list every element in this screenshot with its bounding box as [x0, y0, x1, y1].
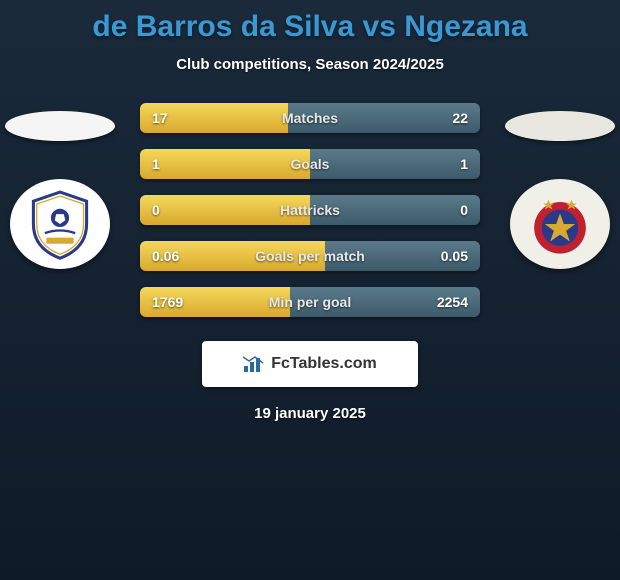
stat-left-value: 0.06 — [152, 248, 179, 264]
stat-right-value: 22 — [452, 110, 468, 126]
player-right-column — [500, 103, 620, 269]
date-label: 19 january 2025 — [0, 405, 620, 422]
comparison-panel: 17 Matches 22 1 Goals 1 0 Hattricks 0 0.06 Goals p… — [0, 103, 620, 317]
stat-right-value: 0 — [460, 202, 468, 218]
stat-left-value: 1769 — [152, 294, 183, 310]
stat-right-value: 1 — [460, 156, 468, 172]
stat-label: Hattricks — [280, 202, 340, 218]
team-left-crest — [10, 179, 110, 269]
stat-right-value: 0.05 — [441, 248, 468, 264]
bar-chart-icon — [243, 355, 265, 373]
subtitle: Club competitions, Season 2024/2025 — [0, 56, 620, 73]
stat-left-value: 0 — [152, 202, 160, 218]
stat-label: Matches — [282, 110, 338, 126]
source-logo: FcTables.com — [202, 341, 418, 387]
stat-label: Min per goal — [269, 294, 351, 310]
stat-bar: 0 Hattricks 0 — [140, 195, 480, 225]
logo-text: FcTables.com — [271, 355, 377, 373]
stat-bar: 17 Matches 22 — [140, 103, 480, 133]
page-title: de Barros da Silva vs Ngezana — [0, 0, 620, 44]
team-right-crest — [510, 179, 610, 269]
stat-bar: 1769 Min per goal 2254 — [140, 287, 480, 317]
stat-bars: 17 Matches 22 1 Goals 1 0 Hattricks 0 0.06 Goals p… — [140, 103, 480, 317]
player-right-photo-placeholder — [505, 111, 615, 141]
player-left-column — [0, 103, 120, 269]
stat-bar: 0.06 Goals per match 0.05 — [140, 241, 480, 271]
player-left-photo-placeholder — [5, 111, 115, 141]
star-badge-icon — [522, 186, 598, 262]
shield-icon — [22, 186, 98, 262]
stat-right-value: 2254 — [437, 294, 468, 310]
stat-label: Goals per match — [255, 248, 365, 264]
stat-left-value: 1 — [152, 156, 160, 172]
stat-label: Goals — [291, 156, 330, 172]
stat-left-value: 17 — [152, 110, 168, 126]
stat-bar: 1 Goals 1 — [140, 149, 480, 179]
